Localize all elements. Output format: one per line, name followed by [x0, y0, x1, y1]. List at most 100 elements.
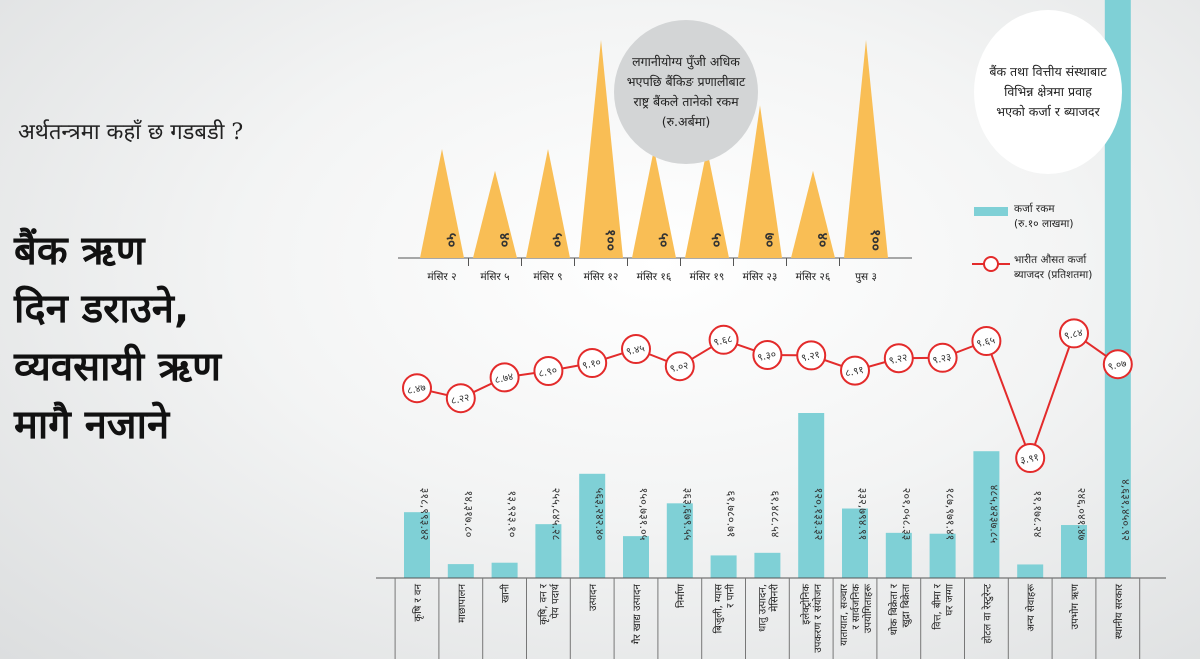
bar-category-label: इलेक्ट्रोनिक	[800, 584, 812, 625]
rate-point	[971, 326, 1002, 356]
bar-category-label: कृषि र वन	[412, 584, 424, 622]
bar-mark	[404, 512, 430, 578]
spike-mark	[420, 149, 464, 258]
bar-category-label: अन्य सेवाहरू	[1025, 584, 1037, 632]
spike-mark	[738, 105, 782, 259]
bar-category-label: र पानी	[725, 584, 737, 608]
rate-value-label: ९.२३	[932, 352, 953, 367]
legend-line-label-line: ब्याजदर (प्रतिशतमा)	[1014, 269, 1093, 281]
rate-value-label: ९.६८	[713, 334, 734, 349]
spike-mark	[844, 40, 888, 258]
bar-value-label: ३६३,६७९.५५	[681, 488, 694, 541]
bar-category-label: यातायात, सञ्चार	[839, 583, 850, 646]
spike-value-label: ७०	[761, 233, 777, 248]
spike-value-label: ५०	[708, 233, 724, 248]
rate-value-label: ९.८४	[1063, 328, 1084, 343]
bar-category-label: र सार्वजनिक	[850, 584, 862, 630]
bar-value-label: ११,१७८.२४	[1031, 490, 1044, 537]
rate-value-label: ९.०२	[669, 360, 690, 375]
rate-point	[796, 340, 827, 371]
bar-category-label: घर जग्गा	[945, 584, 956, 616]
bar-category-label: खुद्रा बिक्रेता	[900, 584, 912, 628]
legend-line-label: भारीत औसत कर्जा ब्याजदर (प्रतिशतमा)	[1014, 253, 1092, 283]
bar-value-label: ३३२,७९४.९१	[856, 488, 869, 541]
rate-point	[883, 343, 914, 374]
rate-point	[489, 362, 520, 393]
spike-mark	[632, 149, 676, 258]
bar-mark	[579, 473, 606, 578]
rate-point	[708, 324, 739, 355]
spike-mark	[526, 149, 570, 258]
bar-category-label: थोक बिक्रेता र	[888, 583, 900, 635]
bar-category-label: माछापालन	[457, 584, 468, 623]
bar-category-label: उपकरण र संयोजन	[812, 584, 824, 653]
spike-value-label: ४०	[814, 233, 830, 248]
rate-value-label: ९.२१	[800, 350, 821, 365]
bar-category-label: धातु उत्पादन,	[757, 584, 768, 632]
legend-bar-label-line: (रु.१० लाखमा)	[1014, 218, 1074, 230]
bar-category-label: कृषि, वन र	[537, 583, 549, 625]
bar-value-label: ५६३,२४२.४०	[593, 488, 606, 541]
spike-mark	[791, 170, 835, 258]
triangle-category-label: मंसिर १९	[690, 270, 725, 283]
legend-line-label-line: भारीत औसत कर्जा	[1014, 254, 1087, 266]
triangle-category-label: पुस ३	[855, 271, 877, 283]
bar-category-label: मेसिनरी	[768, 584, 780, 612]
bar-mark	[535, 524, 562, 578]
spike-mark	[473, 170, 517, 258]
spike-value-label: ५०	[443, 233, 459, 248]
rate-value-label: ९.३०	[757, 349, 778, 364]
bar-category-label: निर्माण	[675, 583, 687, 608]
rate-value-label: ८.७४	[494, 372, 515, 387]
rate-point	[1102, 349, 1133, 380]
legend-bar-label: कर्जा रकम (रु.१० लाखमा)	[1014, 202, 1074, 232]
bar-mark	[929, 533, 956, 578]
spike-value-label: १००	[867, 229, 883, 251]
spike-value-label: १००	[602, 229, 618, 251]
bar-mark	[754, 552, 781, 578]
bar-category-label: उपभोग ऋण	[1069, 583, 1081, 629]
legend-line-swatch	[972, 256, 1010, 272]
headline-line-4: मागै नजाने	[14, 402, 170, 448]
rate-point	[664, 351, 695, 382]
headline-line-2: दिन डराउने,	[14, 286, 190, 332]
headline-line-3: व्यवसायी ऋण	[14, 344, 222, 390]
rate-value-label: ३.९१	[1019, 452, 1040, 467]
rate-value-label: ९.६५	[976, 335, 997, 350]
legend-bar-label-line: कर्जा रकम	[1014, 203, 1055, 215]
triangle-category-label: मंसिर २३	[743, 270, 778, 283]
headline-line-1: बैंक ऋण	[14, 228, 145, 274]
rate-point	[533, 356, 564, 386]
headline: बैंक ऋण दिन डराउने, व्यवसायी ऋण मागै नजा…	[14, 222, 221, 454]
bar-mark	[798, 413, 825, 578]
rate-point	[621, 334, 651, 364]
bar-value-label: ३१८,९९३.४२	[418, 488, 431, 541]
bar-value-label: १५०,७३१.०५	[637, 488, 650, 541]
bar-value-label: २०१,०५८.३३	[900, 488, 913, 541]
bar-value-label: १८७,९७१.४१	[944, 488, 957, 541]
bar-value-label: १३,९२३.१०	[506, 490, 519, 537]
triangle-category-label: मंसिर १२	[584, 270, 619, 283]
bar-value-label: २४६,०४१.४७	[1075, 488, 1088, 541]
rate-value-label: ८.९१	[844, 365, 865, 380]
rate-value-label: ९.४५	[625, 343, 646, 358]
rate-point	[927, 342, 958, 373]
bar-value-label: १२०,१३३.३२	[812, 488, 825, 541]
bar-category-label: होटल वा रेस्टुरेन्ट	[981, 583, 993, 643]
subtitle: अर्थतन्त्रमा कहाँ छ गडबडी ?	[18, 120, 244, 145]
bar-mark	[623, 536, 649, 578]
rate-value-label: ९.२२	[888, 352, 909, 367]
spike-mark	[685, 149, 729, 258]
bar-category-label: स्थानीय सरकार	[1113, 583, 1125, 639]
rate-value-label: ८.४७	[406, 382, 427, 397]
rate-point	[445, 383, 476, 414]
bar-mark	[842, 508, 868, 578]
bar-mark	[1017, 564, 1044, 578]
bar-chart-caption-text: बैंक तथा वित्तीय संस्थाबाट विभिन्न क्षेत…	[989, 64, 1107, 119]
bar-mark	[1061, 525, 1087, 578]
triangle-category-label: मंसिर ९	[533, 270, 562, 283]
rate-value-label: ८.२२	[450, 392, 471, 407]
triangle-chart-caption-text: लगानीयोग्य पुँजी अधिक भएपछि बैंकिङ प्रणा…	[626, 54, 746, 129]
bar-value-label: २५५,८४५.२८	[549, 488, 562, 541]
